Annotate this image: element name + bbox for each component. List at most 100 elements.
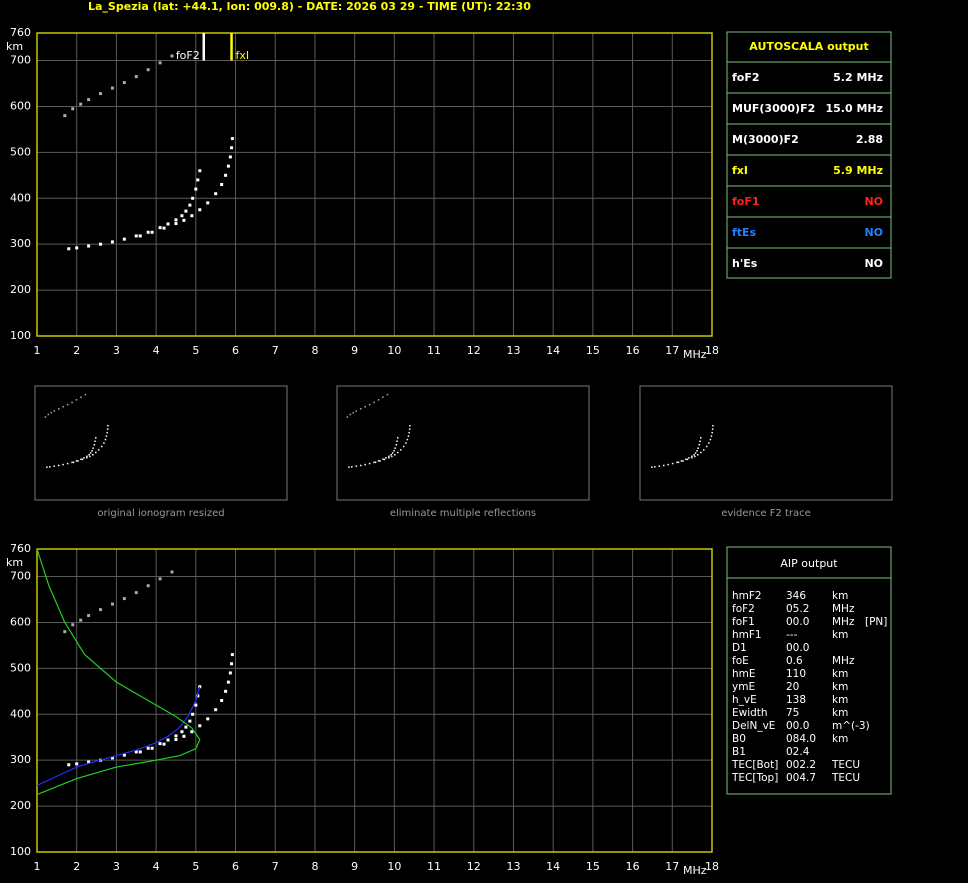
y-tick-label: 600 [10, 615, 31, 628]
thumbnail-trace-point [667, 463, 669, 466]
aip-frame [726, 546, 892, 795]
thumbnail-trace-point [399, 449, 402, 451]
x-tick-label: 16 [626, 344, 640, 357]
trace-point [230, 662, 234, 666]
autoscala-label: ftEs [732, 226, 757, 239]
thumbnail-trace-point [708, 442, 710, 444]
aip-cell: foF1 [732, 616, 755, 628]
thumbnail-trace-point [105, 435, 108, 437]
thumbnail-trace-point [62, 405, 64, 408]
y-tick-label: 200 [10, 283, 31, 296]
thumbnail-trace-point [390, 453, 392, 456]
x-axis-label: MHz [683, 864, 707, 877]
trace-point [226, 164, 230, 168]
autoscala-value: 5.9 MHz [833, 164, 883, 177]
thumbnail-trace-point [697, 447, 699, 449]
trace-point [182, 218, 186, 222]
thumbnail-trace-point [49, 466, 51, 468]
aip-cell: MHz [832, 603, 855, 615]
aip-cell: 20 [786, 681, 799, 693]
thumbnail-trace-point [95, 451, 97, 454]
autoscala-label: h'Es [732, 257, 758, 270]
trace-point [188, 719, 192, 723]
y-tick-label: 100 [10, 329, 31, 342]
thumbnail-trace-point [705, 445, 708, 448]
trace-point [191, 712, 195, 716]
thumbnail-trace-point [81, 458, 84, 461]
trace-point [75, 762, 79, 766]
trace-point [158, 226, 162, 230]
trace-point [174, 734, 178, 738]
trace-point [150, 746, 154, 750]
aip-cell: foF2 [732, 603, 755, 615]
trace-point [71, 107, 75, 111]
marker-label: foF2 [176, 49, 200, 62]
aip-cell: 084.0 [786, 733, 816, 745]
thumbnail-trace-point [685, 458, 687, 460]
thumbnail-trace-point [662, 464, 665, 467]
thumbnail-trace-point [46, 466, 48, 468]
trace-point [230, 653, 234, 657]
trace-point [206, 201, 210, 205]
aip-cell: MHz [832, 655, 855, 667]
thumbnail-trace-point [374, 461, 377, 464]
x-tick-label: 7 [272, 860, 279, 873]
aip-cell: 02.4 [786, 746, 810, 758]
trace-point [158, 742, 162, 746]
thumbnail-trace-point [89, 452, 92, 454]
trace-point [174, 222, 178, 226]
thumbnail-trace-point [44, 416, 47, 418]
trace-point [87, 614, 91, 618]
x-tick-label: 18 [705, 860, 719, 873]
x-tick-label: 13 [506, 860, 520, 873]
x-tick-label: 17 [665, 344, 679, 357]
trace-point [134, 591, 138, 595]
trace-point [67, 763, 71, 767]
trace-point [75, 246, 79, 250]
aip-cell: km [832, 694, 848, 706]
x-tick-label: 15 [586, 344, 600, 357]
thumbnail-trace-point [651, 466, 653, 468]
thumbnail-trace-point [93, 443, 96, 446]
x-tick-label: 16 [626, 860, 640, 873]
trace-point [99, 608, 103, 612]
x-tick-label: 13 [506, 344, 520, 357]
thumbnail-trace-point [373, 461, 375, 464]
plot-frame [36, 548, 713, 853]
y-tick-label: 400 [10, 707, 31, 720]
aip-cell: km [832, 668, 848, 680]
aip-cell: TECU [831, 772, 860, 784]
y-tick-label: 400 [10, 191, 31, 204]
aip-cell: 346 [786, 590, 806, 602]
thumbnail-trace-point [711, 428, 714, 430]
trace-point [87, 760, 91, 764]
aip-cell: DelN_vE [732, 720, 775, 732]
trace-point [87, 244, 91, 248]
x-tick-label: 3 [113, 344, 120, 357]
aip-cell: 00.0 [786, 616, 809, 628]
thumbnail-trace-point [395, 443, 398, 446]
thumbnail-caption: eliminate multiple reflections [390, 508, 536, 519]
thumbnail-frame [34, 385, 288, 501]
x-tick-label: 9 [351, 860, 358, 873]
y-tick-label: 700 [10, 570, 31, 583]
aip-cell: B0 [732, 733, 746, 745]
x-tick-label: 2 [73, 860, 80, 873]
autoscala-label: foF1 [732, 195, 760, 208]
y-tick-label: 700 [10, 54, 31, 67]
autoscala-value: 2.88 [856, 133, 883, 146]
thumbnail-trace-point [700, 451, 702, 454]
trace-point [134, 234, 138, 238]
thumbnail-trace-point [407, 435, 410, 437]
trace-point [184, 209, 188, 213]
trace-point [220, 699, 224, 702]
autoscala-value: 5.2 MHz [833, 71, 883, 84]
thumbnail-trace-point [346, 416, 349, 418]
thumbnail-trace-point [711, 431, 713, 434]
thumbnail-trace-point [388, 456, 390, 459]
autoscala-label: MUF(3000)F2 [732, 102, 815, 115]
trace-point [214, 192, 218, 196]
aip-cell: 75 [786, 707, 799, 719]
thumbnail-trace-point [348, 466, 350, 468]
trace-point [158, 577, 162, 581]
